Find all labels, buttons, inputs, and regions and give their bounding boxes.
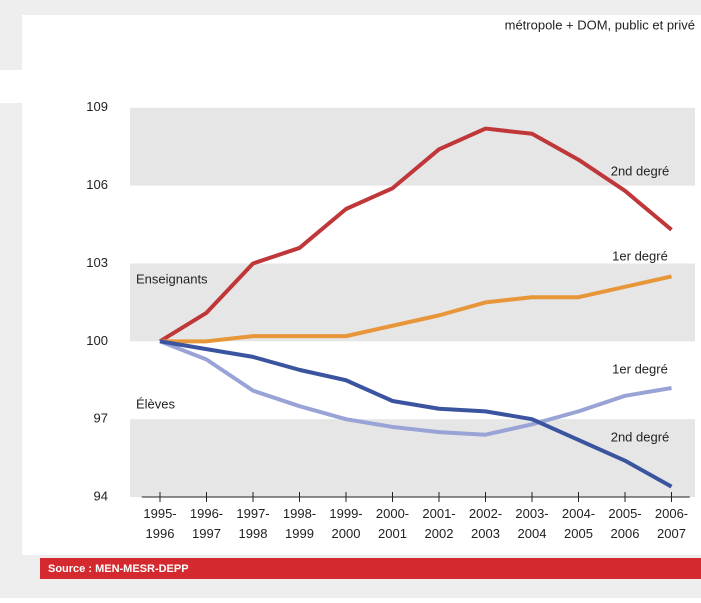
x-tick-label-line: 2004- (562, 506, 595, 521)
annotation: Élèves (136, 396, 176, 411)
x-tick-label: 2006- 2007 (655, 506, 688, 541)
x-tick-label: 2002- 2003 (469, 506, 502, 541)
y-tick-label: 100 (86, 333, 108, 348)
x-tick-label: 1999- 2000 (329, 506, 362, 541)
x-tick-label-line: 2003 (471, 526, 500, 541)
y-tick-label: 109 (86, 99, 108, 114)
grid-band (130, 419, 695, 497)
series-line (159, 339, 672, 437)
y-tick-label: 103 (86, 255, 108, 270)
x-tick-label-line: 2002 (425, 526, 454, 541)
x-tick-label-line: 1998- (283, 506, 316, 521)
x-tick-label: 2004- 2005 (562, 506, 595, 541)
annotation: Enseignants (136, 271, 208, 286)
subtitle: métropole + DOM, public et privé (505, 17, 695, 32)
x-tick-label: 2003- 2004 (515, 506, 548, 541)
side-box (0, 70, 22, 103)
grid-band (130, 263, 695, 342)
y-tick-label: 94 (94, 488, 108, 503)
x-tick-label-line: 1999- (329, 506, 362, 521)
series-line (158, 126, 673, 344)
x-tick-label-line: 2003- (515, 506, 548, 521)
series-line (159, 339, 673, 489)
x-tick-label-line: 2000 (332, 526, 361, 541)
x-tick-label-line: 1999 (285, 526, 314, 541)
x-tick-label: 2001- 2002 (422, 506, 455, 541)
series-label: 1er degré (612, 361, 668, 376)
x-tick-label: 2005- 2006 (608, 506, 641, 541)
x-tick-label-line: 1995- (143, 506, 176, 521)
y-tick-label: 106 (86, 177, 108, 192)
x-tick-label: 1996- 1997 (190, 506, 223, 541)
x-tick-label-line: 2000- (376, 506, 409, 521)
x-tick-label-line: 1996 (146, 526, 175, 541)
x-tick-label-line: 2005- (608, 506, 641, 521)
x-tick-label-line: 1997- (236, 506, 269, 521)
x-tick-label-line: 1997 (192, 526, 221, 541)
x-tick-label-line: 2004 (518, 526, 547, 541)
x-tick-label: 2000- 2001 (376, 506, 409, 541)
x-tick-label-line: 2001- (422, 506, 455, 521)
x-tick-label: 1997- 1998 (236, 506, 269, 541)
x-tick-label: 1995- 1996 (143, 506, 176, 541)
y-tick-label: 97 (94, 411, 108, 426)
x-tick-label: 1998- 1999 (283, 506, 316, 541)
x-tick-label-line: 2006 (611, 526, 640, 541)
x-tick-label-line: 2005 (564, 526, 593, 541)
x-tick-label-line: 1996- (190, 506, 223, 521)
source: Source : MEN-MESR-DEPP (48, 563, 189, 575)
series-line (160, 274, 672, 344)
series-label: 2nd degré (611, 163, 670, 178)
source-bar (40, 558, 701, 579)
x-tick-label-line: 2002- (469, 506, 502, 521)
x-tick-label-line: 2007 (657, 526, 686, 541)
x-tick-label-line: 1998 (239, 526, 268, 541)
series-label: 2nd degré (611, 429, 670, 444)
x-tick-label-line: 2006- (655, 506, 688, 521)
series-label: 1er degré (612, 248, 668, 263)
x-tick-label-line: 2001 (378, 526, 407, 541)
